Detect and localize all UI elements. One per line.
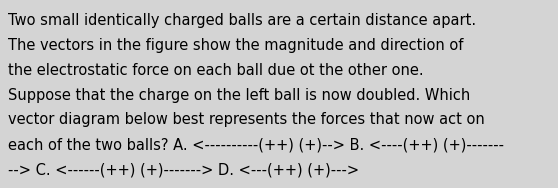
Text: Two small identically charged balls are a certain distance apart.: Two small identically charged balls are … <box>8 13 477 28</box>
Text: The vectors in the figure show the magnitude and direction of: The vectors in the figure show the magni… <box>8 38 464 53</box>
Text: Suppose that the charge on the left ball is now doubled. Which: Suppose that the charge on the left ball… <box>8 88 470 103</box>
Text: each of the two balls? A. <----------(++) (+)--> B. <----(++) (+)-------: each of the two balls? A. <----------(++… <box>8 137 504 152</box>
Text: --> C. <------(++) (+)-------> D. <---(++) (+)--->: --> C. <------(++) (+)-------> D. <---(+… <box>8 162 359 177</box>
Text: vector diagram below best represents the forces that now act on: vector diagram below best represents the… <box>8 112 485 127</box>
Text: the electrostatic force on each ball due ot the other one.: the electrostatic force on each ball due… <box>8 63 424 78</box>
